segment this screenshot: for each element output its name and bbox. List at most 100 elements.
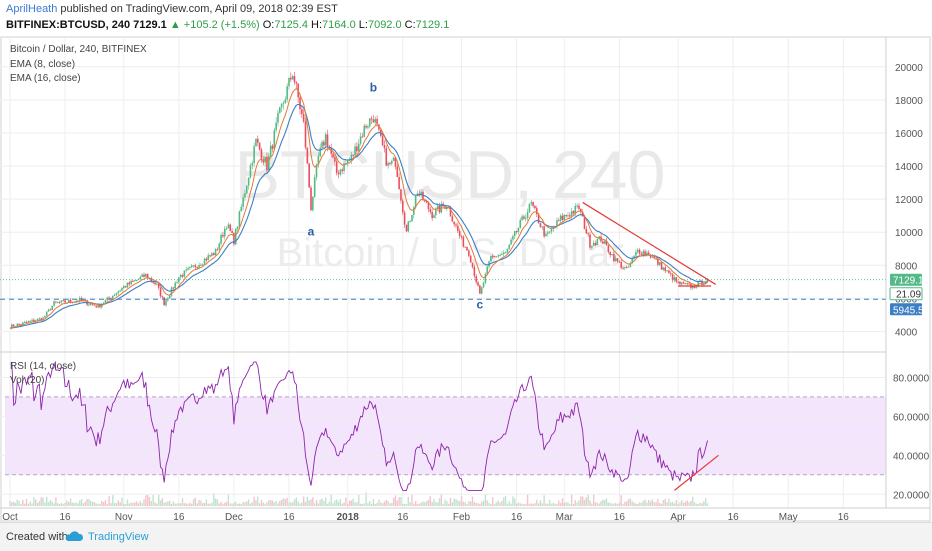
- candle-body: [214, 249, 217, 256]
- volume-bar: [592, 493, 595, 506]
- trend-line[interactable]: [582, 201, 717, 285]
- volume-bar: [598, 503, 600, 506]
- legend-ema16[interactable]: EMA (16, close): [10, 73, 81, 84]
- candle-body: [341, 169, 344, 171]
- volume-bar: [545, 503, 547, 506]
- candle-body: [471, 262, 474, 267]
- volume-bar: [211, 502, 213, 506]
- volume-bar: [580, 496, 582, 506]
- volume-bar: [431, 501, 433, 506]
- volume-bar: [348, 500, 351, 506]
- candle-body: [644, 251, 646, 255]
- candle-body: [548, 231, 551, 233]
- volume-bar: [58, 503, 61, 506]
- volume-bar: [73, 503, 75, 506]
- candle-body: [620, 261, 623, 268]
- volume-bar: [492, 497, 494, 506]
- candle-body: [521, 216, 523, 220]
- candle-body: [603, 240, 606, 244]
- volume-bar: [581, 496, 584, 506]
- volume-bar: [633, 502, 635, 506]
- volume-bar: [192, 499, 195, 506]
- volume-bar: [328, 502, 331, 506]
- volume-bar: [350, 500, 353, 506]
- candle-body: [605, 240, 608, 246]
- rsi-line: [11, 361, 708, 491]
- candle-body: [91, 303, 94, 305]
- x-tick-label: Dec: [225, 512, 243, 522]
- volume-bar: [302, 496, 305, 506]
- author-link[interactable]: AprilHeath: [6, 3, 58, 15]
- candle-body: [394, 157, 397, 167]
- legend-ema8[interactable]: EMA (8, close): [10, 59, 75, 70]
- volume-bar: [424, 502, 426, 506]
- volume-bar: [383, 501, 386, 506]
- volume-bar: [365, 492, 367, 506]
- candle-body: [187, 268, 189, 270]
- grid-lines: [0, 37, 886, 508]
- candle-body: [611, 254, 613, 256]
- volume-bar: [578, 500, 580, 506]
- tradingview-link[interactable]: TradingView: [88, 531, 149, 543]
- candle-body: [561, 215, 564, 220]
- candle-body: [594, 242, 597, 246]
- candle-body: [414, 196, 417, 208]
- volume-bar: [690, 500, 692, 506]
- volume-bar: [163, 502, 165, 506]
- volume-bar: [525, 503, 527, 506]
- candle-body: [486, 266, 489, 274]
- volume-bar: [214, 498, 217, 506]
- volume-bar: [183, 503, 186, 506]
- candle-body: [429, 209, 432, 212]
- candle-body: [655, 258, 657, 260]
- candle-body: [580, 208, 582, 212]
- volume-bar: [262, 502, 264, 506]
- candle-body: [99, 304, 101, 308]
- volume-bar: [405, 503, 408, 506]
- candle-body: [89, 303, 92, 305]
- candle-body: [365, 125, 367, 128]
- candle-body: [167, 298, 169, 301]
- legend-vol[interactable]: Vol (20): [10, 375, 44, 386]
- candle-body: [317, 156, 320, 165]
- candle-body: [664, 267, 667, 272]
- candle-body: [460, 236, 463, 238]
- candle-body: [464, 246, 466, 248]
- volume-bar: [539, 500, 542, 506]
- candle-body: [693, 285, 696, 288]
- ema16-line: [9, 103, 708, 329]
- volume-bar: [411, 493, 413, 506]
- volume-bar: [176, 503, 178, 506]
- candle-body: [684, 283, 687, 285]
- volume-bar: [49, 499, 52, 506]
- candle-body: [247, 177, 250, 186]
- legend-rsi[interactable]: RSI (14, close): [10, 361, 76, 372]
- open-value: 7125.4: [274, 19, 308, 31]
- tradingview-cloud-icon[interactable]: [64, 529, 84, 543]
- candle-body: [539, 223, 542, 228]
- volume-bar: [391, 503, 393, 506]
- volume-bar: [135, 501, 138, 506]
- price-chart[interactable]: BTCUSD, 240 Bitcoin / U.S. Dollar a b c 40…: [0, 36, 932, 522]
- volume-bar: [82, 503, 85, 506]
- volume-bar: [403, 503, 406, 506]
- volume-bar: [22, 500, 24, 506]
- rsi-trend-line[interactable]: [674, 454, 719, 491]
- candle-body: [361, 136, 364, 138]
- volume-bar: [40, 497, 42, 506]
- volume-bar: [69, 498, 72, 506]
- volume-bar: [682, 502, 685, 506]
- candle-body: [545, 233, 547, 237]
- volume-bar: [429, 496, 432, 506]
- volume-bar: [620, 495, 622, 506]
- volume-bar: [31, 503, 33, 506]
- volume-bar: [301, 502, 303, 506]
- volume-bar: [202, 503, 204, 506]
- candle-body: [624, 267, 626, 269]
- x-tick-label: 2018: [337, 512, 360, 522]
- volume-bar: [246, 501, 248, 506]
- volume-bar: [422, 501, 424, 506]
- candle-body: [616, 258, 619, 262]
- volume-bar: [291, 502, 294, 506]
- volume-bar: [128, 503, 131, 506]
